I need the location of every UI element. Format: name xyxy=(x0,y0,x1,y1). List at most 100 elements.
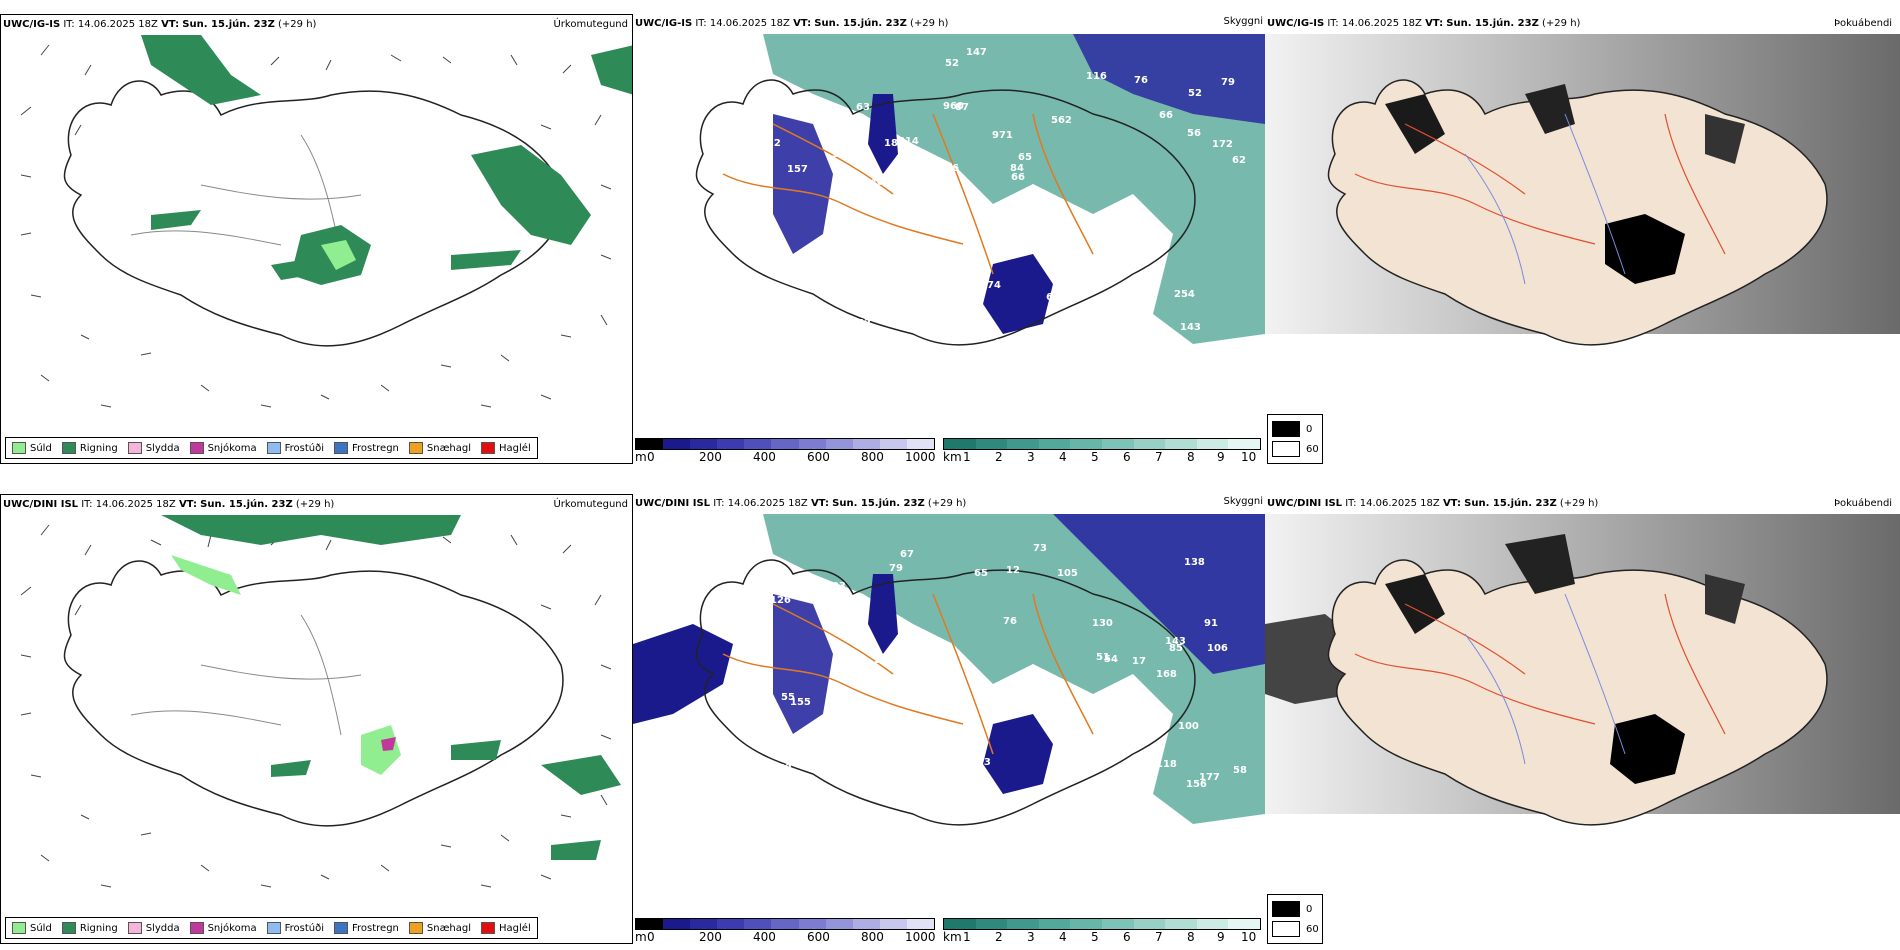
cloud-base-value-label: 84 xyxy=(894,817,908,828)
cloud-base-value-label: 69 xyxy=(1046,292,1060,303)
cloud-base-value-label: 17 xyxy=(1132,656,1146,667)
cloud-base-colorbar: m 0 200 400 600 800 1000 xyxy=(635,438,936,464)
panel-title: Úrkomutegund xyxy=(553,499,628,510)
cloud-base-value-label: 562 xyxy=(1051,115,1072,126)
cloud-base-value-label: 87 xyxy=(955,102,969,113)
cloud-base-value-label: 156 xyxy=(1186,779,1207,790)
panel-title: Skyggni xyxy=(1223,16,1263,27)
cloud-base-value-label: 12 xyxy=(839,280,853,291)
iceland-outline xyxy=(63,80,564,347)
cloud-base-value-label: 70 xyxy=(783,796,797,807)
cloud-base-value-label: 121 xyxy=(890,771,911,782)
cloud-base-value-label: 58 xyxy=(1233,765,1247,776)
cloud-base-value-label: 177 xyxy=(1199,772,1220,783)
cloud-base-value-label: 42 xyxy=(1058,252,1072,263)
cloud-base-value-label: 44 xyxy=(940,283,954,294)
cloud-base-value-label: 57 xyxy=(939,180,953,191)
cloud-base-value-label: 65 xyxy=(974,568,988,579)
cloud-base-value-label: 155 xyxy=(790,697,811,708)
cloud-labels-top: 1431575297556218496097123331413510587658… xyxy=(760,47,1246,353)
cloud-base-value-label: 285 xyxy=(794,98,815,109)
cloud-base-value-label: 140 xyxy=(863,177,884,188)
fog-legend: 0 60 xyxy=(1267,414,1323,464)
cloud-base-value-label: 24 xyxy=(897,677,911,688)
legend-item: Snæhagl xyxy=(408,922,471,934)
cloud-base-value-label: 66 xyxy=(1011,172,1025,183)
cloud-base-value-label: 73 xyxy=(1068,240,1082,251)
cloud-base-value-label: 51 xyxy=(1096,652,1110,663)
legend-swatch xyxy=(481,442,496,454)
legend-item: Frostregn xyxy=(334,922,399,934)
panel-title: Skyggni xyxy=(1223,496,1263,507)
cloud-base-value-label: 67 xyxy=(900,549,914,560)
fog-panel-bottom: UWC/DINI ISL IT: 14.06.2025 18Z VT: Sun.… xyxy=(1265,494,1900,944)
legend-item: Súld xyxy=(12,922,52,934)
cloud-base-value-label: 126 xyxy=(770,595,791,606)
cloud-base-value-label: 74 xyxy=(987,280,1001,291)
cloud-base-value-label: 79 xyxy=(889,563,903,574)
cloud-base-value-label: 46 xyxy=(962,763,976,774)
precip-panel-bottom: UWC/DINI ISL IT: 14.06.2025 18Z VT: Sun.… xyxy=(0,494,633,944)
cloud-base-value-label: 121 xyxy=(768,337,789,348)
panel-header: UWC/IG-IS IT: 14.06.2025 18Z VT: Sun. 15… xyxy=(1267,18,1581,29)
cloud-base-value-label: 254 xyxy=(1174,289,1195,300)
legend-item: Snjókoma xyxy=(189,922,257,934)
cloud-base-value-label: 100 xyxy=(1178,721,1199,732)
cloud-base-value-label: 106 xyxy=(1207,643,1228,654)
legend-swatch xyxy=(481,922,496,934)
panel-header: UWC/DINI ISL IT: 14.06.2025 18Z VT: Sun.… xyxy=(3,499,335,510)
panel-header: UWC/IG-IS IT: 14.06.2025 18Z VT: Sun. 15… xyxy=(635,18,949,29)
legend-swatch xyxy=(266,922,281,934)
fog-legend: 0 60 xyxy=(1267,894,1323,944)
cloud-base-value-label: 52 xyxy=(945,58,959,69)
panel-header: UWC/DINI ISL IT: 14.06.2025 18Z VT: Sun.… xyxy=(1267,498,1599,509)
cloud-base-value-label: 960 xyxy=(943,101,964,112)
cloud-base-value-label: 53 xyxy=(1041,804,1055,815)
legend-item: Snæhagl xyxy=(408,442,471,454)
cloud-base-value-label: 130 xyxy=(1092,618,1113,629)
legend-item: Slydda xyxy=(127,442,180,454)
cloud-base-value-label: 76 xyxy=(1003,616,1017,627)
cloud-base-value-label: 62 xyxy=(859,261,873,272)
legend-swatch xyxy=(408,442,423,454)
legend-swatch xyxy=(127,442,142,454)
legend-item: Frostúði xyxy=(266,442,324,454)
legend-swatch xyxy=(127,922,142,934)
cloud-base-value-label: 62 xyxy=(857,318,871,329)
legend-swatch xyxy=(408,922,423,934)
fog-legend-light-box xyxy=(1272,441,1300,457)
cloud-base-value-label: 84 xyxy=(1010,163,1024,174)
cloud-base-value-label: 96 xyxy=(1138,799,1152,810)
panel-header: UWC/DINI ISL IT: 14.06.2025 18Z VT: Sun.… xyxy=(635,498,967,509)
legend-item: Frostúði xyxy=(266,922,324,934)
precip-map xyxy=(20,515,621,888)
legend-item: Súld xyxy=(12,442,52,454)
cloud-base-colorbar: m 0 200 400 600 800 1000 xyxy=(635,918,936,944)
cloud-base-value-label: 81 xyxy=(1093,227,1107,238)
cloud-base-value-label: 65 xyxy=(1018,152,1032,163)
panel-title: Úrkomutegund xyxy=(553,19,628,30)
cloud-panel-bottom: UWC/DINI ISL IT: 14.06.2025 18Z VT: Sun.… xyxy=(633,494,1265,944)
legend-item: Rigning xyxy=(61,922,118,934)
legend-swatch xyxy=(334,442,348,454)
cloud-base-value-label: 110 xyxy=(789,269,810,280)
cloud-base-value-label: 80 xyxy=(864,700,878,711)
cloud-base-value-label: 103 xyxy=(825,581,846,592)
cloud-base-value-label: 105 xyxy=(844,296,865,307)
cloud-base-value-label: 67 xyxy=(1164,812,1178,823)
precip-legend: Súld Rigning Slydda Snjókoma Frostúði Fr… xyxy=(5,437,538,459)
cloud-base-value-label: 101 xyxy=(1088,223,1109,234)
legend-swatch xyxy=(189,442,204,454)
legend-swatch xyxy=(12,442,26,454)
precip-map xyxy=(20,35,632,408)
fog-legend-dark-box xyxy=(1272,421,1300,437)
legend-swatch xyxy=(61,442,76,454)
cloud-base-value-label: 66 xyxy=(1159,110,1173,121)
cloud-base-value-label: 138 xyxy=(1184,557,1205,568)
cloud-map xyxy=(695,34,1265,346)
precip-legend: Súld Rigning Slydda Snjókoma Frostúði Fr… xyxy=(5,917,538,939)
cloud-base-value-label: 55 xyxy=(781,692,795,703)
visibility-colorbar: km 1 2 3 4 5 6 7 8 9 10 xyxy=(943,918,1261,944)
cloud-base-value-label: 79 xyxy=(1221,77,1235,88)
fog-legend-light-box xyxy=(1272,921,1300,937)
